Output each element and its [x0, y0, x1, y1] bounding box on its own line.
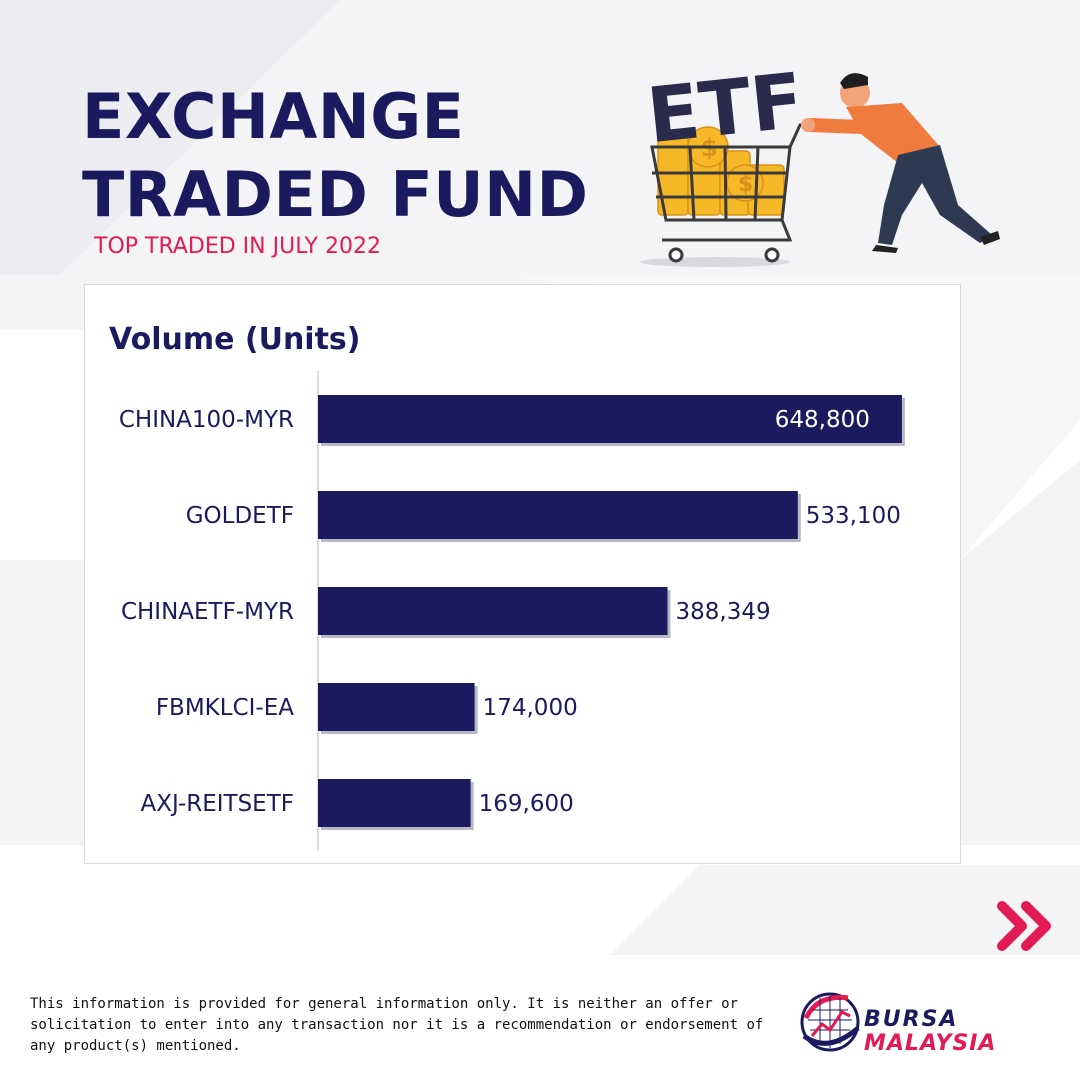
etf-badge-text: ETF — [643, 56, 807, 161]
disclaimer-text: This information is provided for general… — [30, 996, 764, 1054]
page-subtitle: TOP TRADED IN JULY 2022 — [94, 234, 381, 259]
value-label: 174,000 — [483, 695, 578, 721]
double-chevron-right-icon[interactable] — [996, 900, 1058, 952]
page-title-line-2: TRADED FUND — [82, 158, 589, 231]
logo-text-malaysia: MALAYSIA — [864, 1031, 996, 1056]
bar[interactable] — [318, 491, 798, 539]
category-label: AXJ-REITSETF — [140, 791, 294, 817]
svg-text:$: $ — [738, 172, 753, 197]
bar[interactable] — [318, 395, 902, 443]
category-label: GOLDETF — [186, 503, 294, 529]
category-label: CHINAETF-MYR — [121, 599, 294, 625]
category-label: FBMKLCI-EA — [156, 695, 294, 721]
bar[interactable] — [318, 779, 471, 827]
man-pushing-shopping-cart-icon: $ $ ETF — [640, 56, 1000, 267]
logo-text-bursa: BURSA — [864, 1007, 958, 1032]
bursa-malaysia-logo: BURSA MALAYSIA — [800, 992, 996, 1056]
chart-card: Volume (Units) CHINA100-MYR 648,800 GOLDET… — [84, 284, 961, 864]
bar-chart: Volume (Units) CHINA100-MYR 648,800 GOLDET… — [109, 322, 905, 851]
bars-layer: CHINA100-MYR 648,800 GOLDETF 533,100 CHINAET… — [119, 395, 905, 830]
value-label: 388,349 — [676, 599, 771, 625]
value-label: 169,600 — [479, 791, 574, 817]
category-label: CHINA100-MYR — [119, 407, 294, 433]
value-label: 533,100 — [806, 503, 901, 529]
bar[interactable] — [318, 587, 668, 635]
value-label: 648,800 — [775, 407, 870, 433]
chart-title: Volume (Units) — [109, 322, 361, 357]
bar[interactable] — [318, 683, 475, 731]
page-title-line-1: EXCHANGE — [82, 80, 465, 153]
